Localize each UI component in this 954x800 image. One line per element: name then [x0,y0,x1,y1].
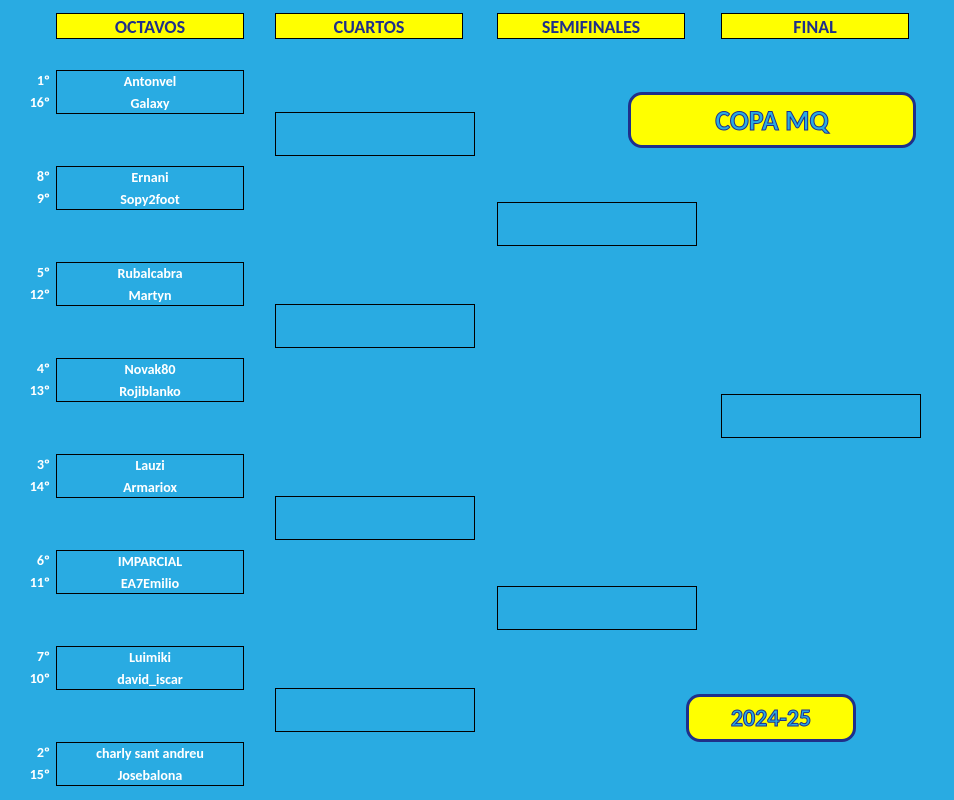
player-name: Antonvel [57,71,243,93]
r16-match: Antonvel Galaxy [56,70,244,114]
tournament-season: 2024-25 [686,694,856,742]
r16-match: Luimiki david_iscar [56,646,244,690]
seed-label: 5º [20,262,50,284]
seed-label: 4º [20,358,50,380]
player-name: EA7Emilio [57,573,243,595]
seed-label: 9º [20,188,50,210]
seed-label: 15º [20,764,50,786]
final-slot [721,394,921,438]
qf-slot [275,496,475,540]
r16-match: Novak80 Rojiblanko [56,358,244,402]
player-name: david_iscar [57,669,243,691]
player-name: IMPARCIAL [57,551,243,573]
player-name: Rojiblanko [57,381,243,403]
qf-slot [275,112,475,156]
player-name: Armariox [57,477,243,499]
player-name: Luimiki [57,647,243,669]
player-name: charly sant andreu [57,743,243,765]
player-name: Ernani [57,167,243,189]
seed-label: 2º [20,742,50,764]
player-name: Sopy2foot [57,189,243,211]
seed-label: 14º [20,476,50,498]
player-name: Lauzi [57,455,243,477]
seed-label: 8º [20,166,50,188]
player-name: Rubalcabra [57,263,243,285]
player-name: Josebalona [57,765,243,787]
seed-label: 12º [20,284,50,306]
header-semifinales: SEMIFINALES [497,13,685,39]
bracket-stage: OCTAVOS CUARTOS SEMIFINALES FINAL 1º 16º… [0,0,954,800]
qf-slot [275,688,475,732]
seed-label: 10º [20,668,50,690]
seed-label: 11º [20,572,50,594]
player-name: Galaxy [57,93,243,115]
r16-match: charly sant andreu Josebalona [56,742,244,786]
header-cuartos: CUARTOS [275,13,463,39]
seed-label: 7º [20,646,50,668]
seed-label: 3º [20,454,50,476]
r16-match: Lauzi Armariox [56,454,244,498]
header-final: FINAL [721,13,909,39]
seed-label: 1º [20,70,50,92]
seed-label: 6º [20,550,50,572]
player-name: Martyn [57,285,243,307]
r16-match: IMPARCIAL EA7Emilio [56,550,244,594]
seed-label: 13º [20,380,50,402]
tournament-title: COPA MQ [628,92,916,148]
r16-match: Rubalcabra Martyn [56,262,244,306]
r16-match: Ernani Sopy2foot [56,166,244,210]
sf-slot [497,586,697,630]
header-octavos: OCTAVOS [56,13,244,39]
sf-slot [497,202,697,246]
seed-label: 16º [20,92,50,114]
player-name: Novak80 [57,359,243,381]
qf-slot [275,304,475,348]
